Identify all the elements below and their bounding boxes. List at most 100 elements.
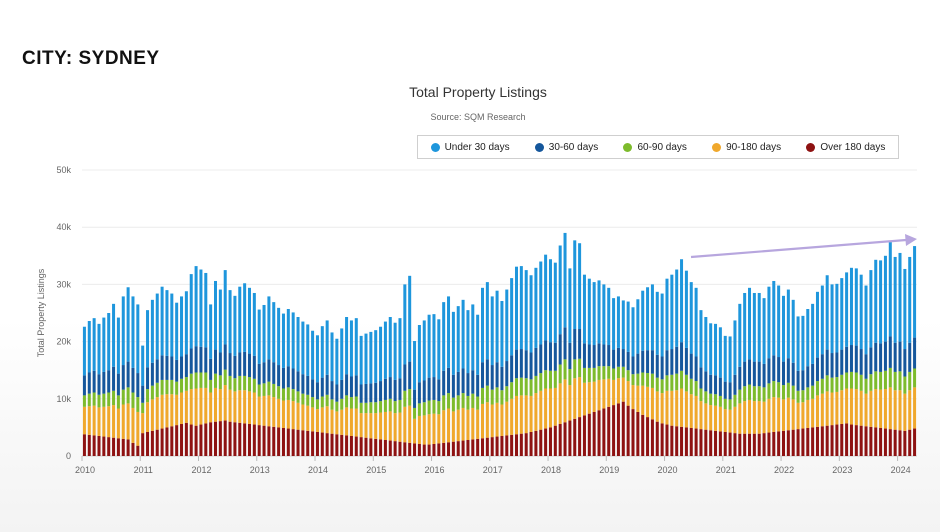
bar-segment (354, 375, 358, 397)
bar-segment (689, 427, 693, 456)
bar-segment (743, 401, 747, 434)
bar-segment (908, 342, 912, 372)
bar-segment (709, 323, 713, 375)
legend-label: 30-60 days (548, 141, 599, 153)
bar-segment (888, 367, 892, 388)
legend-item-90-180[interactable]: 90-180 days (712, 142, 781, 153)
bar-segment (825, 425, 829, 456)
bar-segment (548, 342, 552, 371)
bar-segment (854, 425, 858, 456)
legend-label: Over 180 days (820, 141, 886, 153)
bar-segment (563, 422, 567, 456)
bar-segment (869, 390, 873, 427)
bar-segment (485, 359, 489, 386)
bar-segment (102, 371, 106, 394)
bar-segment (243, 375, 247, 391)
bar-segment (699, 401, 703, 430)
bar-segment (820, 393, 824, 427)
bar-segment (398, 399, 402, 413)
bar-segment (335, 338, 339, 385)
bar-segment (587, 413, 591, 456)
bar-segment (141, 433, 145, 456)
bar-segment (330, 433, 334, 456)
bar-segment (582, 343, 586, 368)
bar-segment (451, 411, 455, 442)
bar-segment (675, 426, 679, 456)
bar-segment (238, 352, 242, 376)
bar-segment (345, 407, 349, 436)
bar-segment (796, 402, 800, 430)
bar-segment (267, 381, 271, 396)
bar-segment (107, 406, 111, 438)
bar-segment (451, 397, 455, 412)
bar-segment (320, 432, 324, 456)
bar-segment (243, 351, 247, 376)
bar-segment (820, 285, 824, 355)
bar-segment (587, 367, 591, 383)
bar-segment (660, 293, 664, 357)
bar-segment (442, 442, 446, 456)
bar-segment (87, 406, 91, 435)
legend-item-over-180[interactable]: Over 180 days (806, 142, 885, 153)
bar-segment (641, 385, 645, 415)
legend-item-60-90[interactable]: 60-90 days (623, 142, 687, 153)
bar-segment (684, 374, 688, 392)
bar-segment (723, 398, 727, 410)
bar-segment (840, 374, 844, 391)
bar-segment (903, 376, 907, 394)
bar-segment (476, 438, 480, 456)
x-tick-label: 2014 (308, 465, 328, 475)
bar-segment (514, 434, 518, 456)
bar-segment (728, 399, 732, 410)
bar-segment (374, 382, 378, 403)
bar-segment (437, 401, 441, 415)
bar-segment (485, 402, 489, 438)
y-axis-label: Total Property Listings (36, 268, 46, 357)
bar-segment (102, 393, 106, 407)
bar-segment (175, 302, 179, 360)
bar-segment (714, 375, 718, 395)
bar-segment (796, 429, 800, 456)
bar-segment (811, 385, 815, 399)
bar-segment (228, 290, 232, 354)
legend-item-30-60[interactable]: 30-60 days (534, 141, 599, 153)
bar-segment (709, 405, 713, 431)
bar-segment (311, 397, 315, 408)
bar-segment (893, 256, 897, 343)
bar-segment (388, 377, 392, 399)
bar-segment (655, 421, 659, 456)
bar-segment (335, 434, 339, 456)
bar-segment (126, 439, 130, 456)
bar-segment (359, 437, 363, 456)
bar-segment (825, 375, 829, 392)
bar-segment (650, 350, 654, 374)
bar-segment (223, 369, 227, 386)
bar-segment (209, 358, 213, 380)
y-tick-label: 40k (56, 222, 71, 232)
bar-segment (738, 366, 742, 390)
bar-segment (383, 399, 387, 412)
bar-segment (252, 378, 256, 393)
bar-segment (510, 278, 514, 356)
bar-segment (752, 386, 756, 402)
bar-segment (369, 402, 373, 414)
bar-segment (675, 373, 679, 391)
bar-segment (131, 392, 135, 408)
bar-segment (335, 411, 339, 435)
bar-segment (913, 428, 917, 456)
bar-segment (684, 427, 688, 456)
legend-dot-icon (623, 142, 633, 152)
bar-segment (131, 442, 135, 456)
legend-item-under-30[interactable]: Under 30 days (430, 142, 510, 153)
bar-segment (306, 375, 310, 395)
bar-segment (835, 424, 839, 456)
bar-segment (723, 409, 727, 432)
bar-segment (757, 361, 761, 387)
bar-segment (680, 388, 684, 427)
bar-segment (602, 408, 606, 456)
bar-segment (403, 406, 407, 443)
x-tick-label: 2016 (425, 465, 445, 475)
bar-segment (650, 419, 654, 456)
bar-segment (791, 362, 795, 386)
bar-segment (408, 442, 412, 456)
